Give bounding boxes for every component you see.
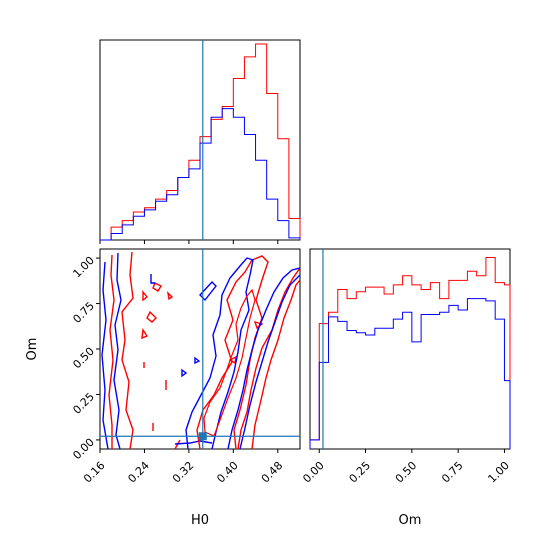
- hist-om-xtick-label-1: 0.25: [347, 459, 374, 486]
- hist-om-xtick-label-0: 0.00: [300, 459, 327, 486]
- contour-ytick-label-2: 0.50: [70, 345, 97, 372]
- contour-blue-left-inner: [113, 252, 122, 449]
- contour-ytick-label-1: 0.25: [70, 390, 97, 417]
- contour-red-island-3: [146, 310, 157, 323]
- contour-xlabel: H0: [191, 513, 209, 528]
- hist-om-xtick-label-2: 0.50: [393, 459, 420, 486]
- hist-om-xtick-label-4: 1.00: [485, 459, 512, 486]
- panel-hist-om: [309, 248, 511, 450]
- truth-marker: [198, 432, 207, 441]
- contour-ytick-label-0: 0.00: [70, 436, 97, 463]
- hist-om-xtick-label-3: 0.75: [439, 459, 466, 486]
- contour-xtick-label-4: 0.48: [259, 459, 286, 486]
- hist-h0-series-1: [100, 108, 301, 241]
- contour-blue-island-1: [181, 368, 188, 378]
- contour-blue-center: [185, 257, 254, 449]
- contour-xtick-label-0: 0.16: [81, 459, 108, 486]
- contour-xtick-label-2: 0.32: [170, 459, 197, 486]
- frame-hist-om: [309, 248, 511, 450]
- contour-red-island-2: [142, 290, 148, 302]
- contour-blue-right-outer: [239, 274, 300, 449]
- contour-blue-tick-1: [150, 274, 155, 284]
- contour-red-right-inner: [237, 267, 300, 449]
- contour-red-island-5: [141, 328, 149, 340]
- contour-red-left-outer: [108, 254, 115, 449]
- hist-om-xlabel: Om: [399, 513, 422, 528]
- contour-red-right-outer: [251, 279, 300, 449]
- contour-ytick-label-3: 0.75: [70, 299, 97, 326]
- hist-h0-series-0: [100, 43, 301, 241]
- contour-blue-island-2: [194, 356, 201, 365]
- panel-contour-h0-om: [99, 248, 301, 450]
- frame-hist-h0: [99, 39, 301, 241]
- contour-blue-left-outer: [101, 261, 109, 449]
- contour-ytick-label-4: 1.00: [70, 254, 97, 281]
- contour-xtick-label-1: 0.24: [125, 459, 152, 486]
- contour-blue-bottom: [174, 440, 213, 445]
- contour-red-island-1: [152, 282, 162, 292]
- hist-om-series-0: [309, 257, 511, 449]
- contour-ylabel: Om: [25, 338, 40, 361]
- hist-om-series-1: [309, 298, 511, 449]
- contour-red-left-inner: [121, 251, 134, 449]
- panel-hist-h0: [99, 39, 301, 241]
- contour-xtick-label-3: 0.40: [214, 459, 241, 486]
- contour-red-inner-loop: [203, 288, 256, 437]
- contour-blue-right-inner: [227, 267, 300, 449]
- contour-red-island-4: [166, 290, 174, 301]
